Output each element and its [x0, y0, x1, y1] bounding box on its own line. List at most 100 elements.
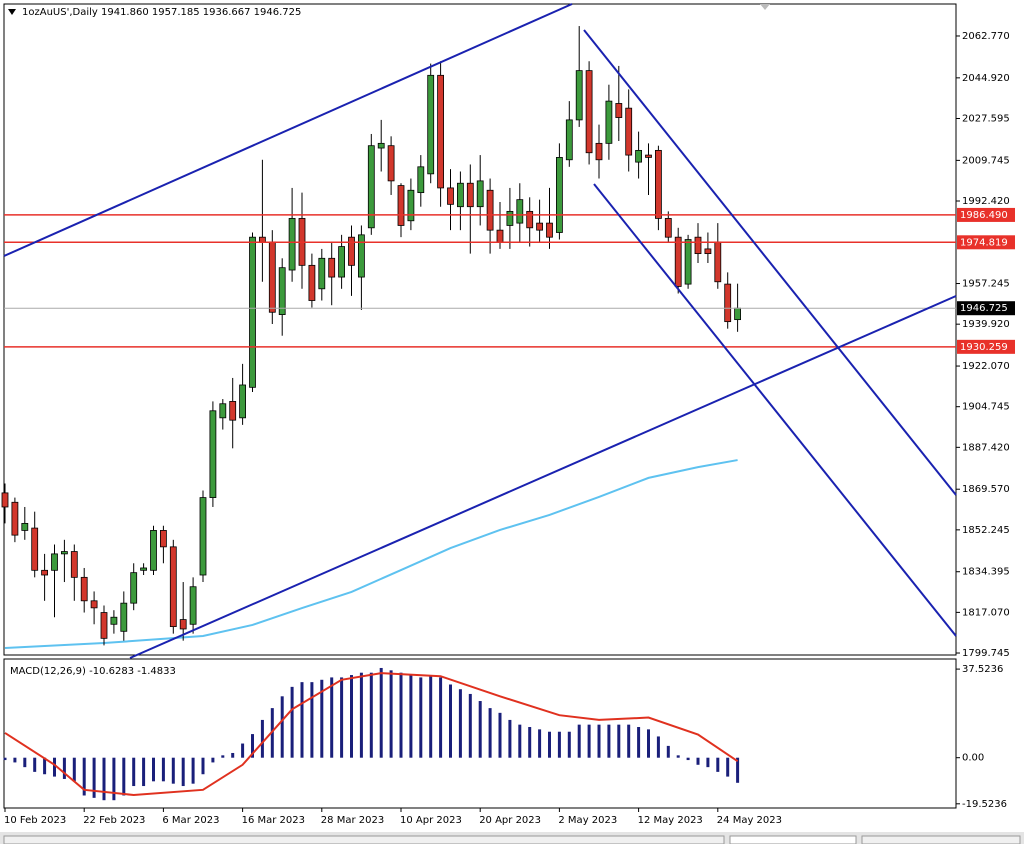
candle-body: [308, 264, 316, 301]
tab[interactable]: [3, 835, 725, 844]
candle-body: [536, 222, 543, 231]
macd-bar: [43, 757, 47, 775]
macd-bar: [696, 757, 700, 765]
macd-bar: [102, 757, 106, 801]
candle-body: [466, 182, 474, 208]
macd-bar: [369, 672, 373, 758]
candle-body: [357, 234, 365, 278]
candle-body: [575, 70, 583, 121]
candle-body: [11, 501, 19, 536]
candle-body: [140, 567, 148, 571]
candle-body: [595, 142, 603, 161]
candle-body: [31, 527, 39, 571]
candle-body: [61, 551, 68, 555]
candle-body: [219, 403, 227, 419]
candle-body: [110, 616, 118, 625]
macd-bar: [290, 686, 294, 758]
price-label-box: [957, 339, 1015, 354]
candle-body: [615, 103, 623, 118]
candle-body: [209, 410, 217, 498]
y-tick-label: 1817.070: [962, 607, 1010, 618]
candle-body: [585, 70, 593, 154]
macd-bar: [191, 757, 195, 784]
trendlines: [3, 3, 957, 659]
macd-bar: [3, 757, 7, 761]
price-label-box: [957, 235, 1015, 250]
plot-layer: 2062.770 2044.920 2027.595 2009.745 1992.420…: [1, 26, 1015, 826]
candle-body: [625, 107, 633, 156]
candle-body: [437, 74, 445, 189]
candle-body: [258, 236, 266, 243]
candle-body: [556, 157, 563, 233]
candle-body: [150, 530, 157, 571]
y-tick-label: 2009.745: [962, 155, 1010, 166]
y-tick-label: 1834.395: [962, 567, 1010, 578]
chart-title: 1ozAuUS',Daily 1941.860 1957.185 1936.66…: [22, 7, 301, 18]
x-tick-label: 6 Mar 2023: [162, 815, 219, 826]
price-label: 1986.490: [960, 210, 1008, 221]
y-tick-label: 2044.920: [962, 73, 1010, 84]
candle-body: [397, 185, 405, 226]
macd-bar: [379, 667, 383, 758]
candle-body: [268, 241, 276, 313]
y-tick-label: 2027.595: [962, 113, 1010, 124]
macd-bar: [13, 757, 17, 763]
macd-bar: [320, 679, 324, 758]
macd-bar: [260, 719, 264, 758]
candle-body: [199, 497, 207, 576]
candle-body: [486, 189, 494, 231]
y-tick-label: 37.5236: [962, 664, 1003, 675]
macd-bar: [171, 757, 175, 784]
candle-body: [318, 257, 326, 290]
candle-body: [70, 551, 78, 578]
macd-bar: [736, 757, 740, 783]
macd-bar: [637, 727, 641, 758]
candle-body: [714, 241, 722, 283]
candle-body: [377, 142, 385, 149]
last-price-label: 1946.725: [960, 303, 1008, 314]
active-tab[interactable]: [729, 835, 857, 844]
macd-bar: [251, 734, 254, 758]
candle-body: [456, 182, 464, 208]
candle-body: [704, 248, 712, 255]
macd-bar: [112, 757, 116, 801]
candle-body: [684, 239, 692, 285]
y-tick-label: 1887.420: [962, 442, 1010, 453]
tab[interactable]: [861, 835, 1021, 844]
candle-body: [724, 283, 732, 323]
candle-body: [367, 145, 375, 229]
signal-line: [4, 672, 739, 797]
macd-bar: [399, 672, 403, 758]
last-price-box: [957, 301, 1015, 316]
macd-bar: [72, 757, 76, 782]
macd-bar: [82, 757, 86, 796]
candle-body: [189, 586, 197, 625]
macd-bar: [607, 724, 611, 758]
y-tick-label: 1922.070: [962, 361, 1010, 372]
x-tick-label: 22 Feb 2023: [83, 815, 145, 826]
macd-bar: [350, 675, 353, 758]
macd-bar: [330, 677, 334, 758]
candle-body: [387, 145, 395, 182]
candle-body: [734, 307, 741, 321]
trendline: [583, 29, 957, 496]
macd-bar: [241, 743, 245, 758]
macd-bar: [498, 712, 502, 758]
y-tick-label: 1852.245: [962, 525, 1010, 536]
macd-bar: [597, 724, 601, 758]
trendline: [3, 3, 573, 257]
macd-bar: [280, 696, 284, 758]
y-tick-label: 1957.245: [962, 279, 1010, 290]
macd-bar: [33, 757, 37, 772]
macd-bar: [340, 677, 344, 758]
x-tick-label: 2 May 2023: [558, 815, 617, 826]
candle-body: [41, 569, 48, 576]
macd-bar: [23, 757, 27, 768]
candle-body: [179, 619, 187, 630]
macd-bar: [389, 670, 393, 758]
macd-bar: [488, 708, 492, 758]
candle-body: [655, 149, 662, 219]
macd-bar: [53, 757, 56, 777]
